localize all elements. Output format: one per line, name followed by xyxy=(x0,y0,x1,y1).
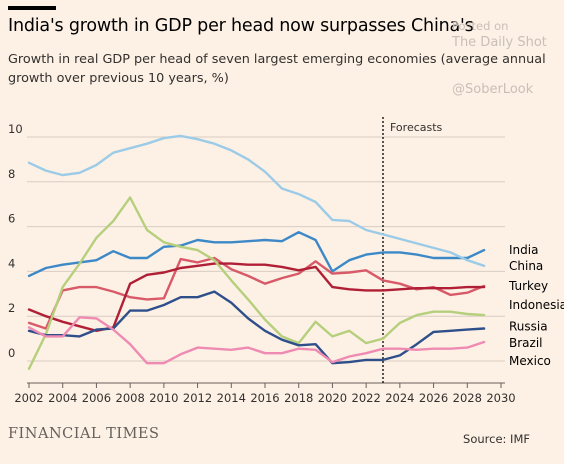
series-label-brazil: Brazil xyxy=(509,336,543,350)
series-line-india xyxy=(27,230,486,278)
y-tick-label-10: 10 xyxy=(8,122,23,136)
forecast-marker: Forecasts xyxy=(382,117,443,383)
series-line-indonesia xyxy=(27,262,486,332)
forecast-label: Forecasts xyxy=(390,121,443,134)
x-tick-label-2030: 2030 xyxy=(486,391,515,405)
series-line-turkey xyxy=(27,256,486,330)
y-tick-label-0: 0 xyxy=(8,346,15,360)
brand-logo: FINANCIAL TIMES xyxy=(8,426,160,442)
x-tick-label-2008: 2008 xyxy=(116,391,145,405)
x-tick-label-2026: 2026 xyxy=(419,391,448,405)
y-tick-label-6: 6 xyxy=(8,212,15,226)
y-tick-label-8: 8 xyxy=(8,167,15,181)
x-tick-label-2020: 2020 xyxy=(318,391,347,405)
series-label-china: China xyxy=(509,259,543,273)
x-tick-labels: 2002 2004 2006 2008 2010 2012 2014 2016 2018 2020… xyxy=(14,391,515,405)
x-tick-label-2028: 2028 xyxy=(453,391,482,405)
series-label-india: India xyxy=(509,243,538,257)
x-tick-label-2022: 2022 xyxy=(352,391,381,405)
series-label-indonesia: Indonesia xyxy=(509,298,564,312)
x-tick-label-2010: 2010 xyxy=(149,391,178,405)
chart-subtitle: Growth in real GDP per head of seven lar… xyxy=(8,52,546,86)
series-line-russia xyxy=(27,196,486,370)
series-lines xyxy=(27,134,486,370)
watermark-source: The Daily Shot xyxy=(452,35,547,50)
x-tick-label-2012: 2012 xyxy=(183,391,212,405)
x-tick-label-2024: 2024 xyxy=(385,391,414,405)
x-tick-label-2004: 2004 xyxy=(48,391,77,405)
series-line-mexico xyxy=(27,316,486,365)
y-tick-label-4: 4 xyxy=(8,256,15,270)
series-line-brazil xyxy=(27,290,486,365)
source-note: Source: IMF xyxy=(463,432,530,446)
x-tick-label-2006: 2006 xyxy=(82,391,111,405)
series-label-mexico: Mexico xyxy=(509,354,551,368)
x-tick-label-2016: 2016 xyxy=(250,391,279,405)
series-line-china xyxy=(27,134,486,267)
chart-title: India's growth in GDP per head now surpa… xyxy=(8,16,474,36)
watermark-posted: Posted on xyxy=(452,19,509,33)
x-tick-label-2002: 2002 xyxy=(14,391,43,405)
watermark-handle: @SoberLook xyxy=(452,82,534,97)
x-tick-label-2014: 2014 xyxy=(217,391,246,405)
series-labels: India China Turkey Indonesia Russia Brazil Mex… xyxy=(508,243,564,368)
x-tick-label-2018: 2018 xyxy=(284,391,313,405)
series-label-russia: Russia xyxy=(509,319,548,333)
y-tick-labels: 0 2 4 6 8 10 xyxy=(8,122,23,360)
top-rule xyxy=(8,6,56,10)
grid xyxy=(27,136,505,388)
series-label-turkey: Turkey xyxy=(508,279,548,293)
y-tick-label-2: 2 xyxy=(8,301,15,315)
